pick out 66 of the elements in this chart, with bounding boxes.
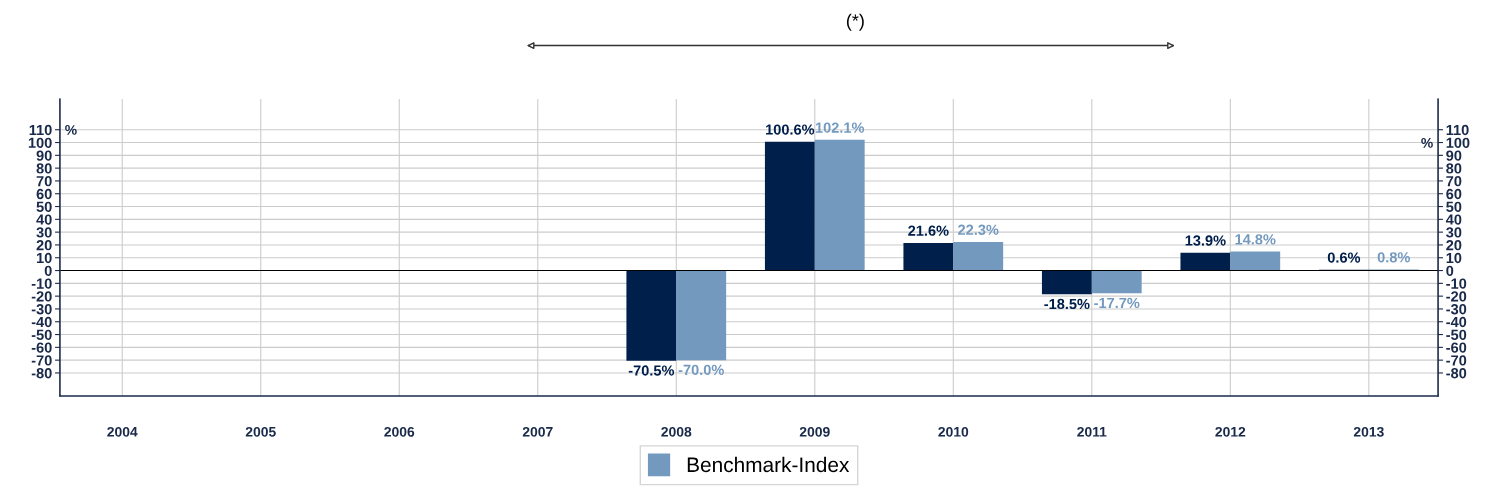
y2-tick-label: 40 [1445,214,1462,225]
x-tick-label: 2013 [1353,426,1384,437]
y2-axis-title: % [1421,138,1433,148]
y2-tick-label: 70 [1446,176,1462,187]
y-tick-label: 110 [29,124,52,136]
y-tick-label: -40 [31,316,52,328]
x-tick-label: 2010 [938,426,969,437]
y2-tick-label: 50 [1446,201,1462,212]
data-label: 14.8% [1235,234,1276,245]
y-tick-label: 30 [36,227,52,238]
data-label: 22.3% [958,224,999,235]
text: (*) [846,13,864,31]
y2-tick-label: 100 [1446,137,1470,148]
y2-tick-label: -70 [1446,355,1467,366]
y2-tick-label: 60 [1446,188,1462,200]
y2-tick-label: 10 [1446,252,1462,264]
x-tick-label: 2005 [245,426,276,437]
x-tick-label: 2008 [661,426,692,437]
y-tick-label: -80 [31,368,52,379]
y2-tick-label: 90 [1446,150,1462,161]
y-tick-label: -30 [31,304,52,315]
y-tick-label: 10 [36,252,52,264]
y2-tick-label: -80 [1446,368,1467,379]
x-tick-label: 2011 [1077,426,1107,437]
data-label: 13.9% [1185,235,1226,246]
x-tick-label: 2012 [1215,426,1246,437]
y-tick-label: -10 [31,278,52,289]
y2-tick-label: -50 [1446,329,1467,340]
x-tick-label: 2007 [522,426,553,437]
x-tick-label: 2006 [384,426,415,437]
data-label: -17.7% [1094,297,1140,309]
y2-tick-label: -10 [1446,278,1467,289]
y2-tick-label: 80 [1446,163,1462,174]
data-label: 100.6% [766,124,815,135]
y-tick-label: 0 [44,265,52,276]
x-tick-label: 2004 [107,426,138,437]
y-tick-label: 50 [36,201,52,212]
x-tick-label: 2009 [799,426,830,437]
y-tick-label: 100 [28,137,52,148]
y2-tick-label: -60 [1446,342,1467,353]
data-label: -70.0% [678,364,724,376]
y2-tick-label: 20 [1446,240,1462,251]
y-tick-label: 90 [36,150,52,161]
data-label: 102.1% [815,122,865,133]
y-tick-label: -70 [31,355,52,366]
y-axis-title: % [65,125,77,135]
y2-tick-label: 110 [1446,124,1469,136]
legend-label: Benchmark-Index [687,456,850,473]
y-tick-label: 40 [36,214,52,225]
data-label: 21.6% [908,225,949,236]
y-tick-label: 20 [36,240,52,251]
y-tick-label: 80 [36,163,52,174]
y-tick-label: -20 [31,291,52,302]
y-tick-label: -60 [31,342,52,353]
y-tick-label: 70 [36,176,52,187]
y-tick-label: 60 [36,188,52,200]
y-tick-label: -50 [31,329,52,340]
data-label: 0.6% [1327,252,1361,263]
data-label: -18.5% [1044,298,1090,310]
y2-tick-label: -30 [1446,304,1467,315]
y2-tick-label: -20 [1446,291,1467,302]
data-label: 0.8% [1377,252,1410,263]
data-label: -70.5% [628,365,675,376]
y2-tick-label: 0 [1446,265,1454,276]
y2-tick-label: 30 [1446,227,1462,238]
y2-tick-label: -40 [1446,316,1467,328]
